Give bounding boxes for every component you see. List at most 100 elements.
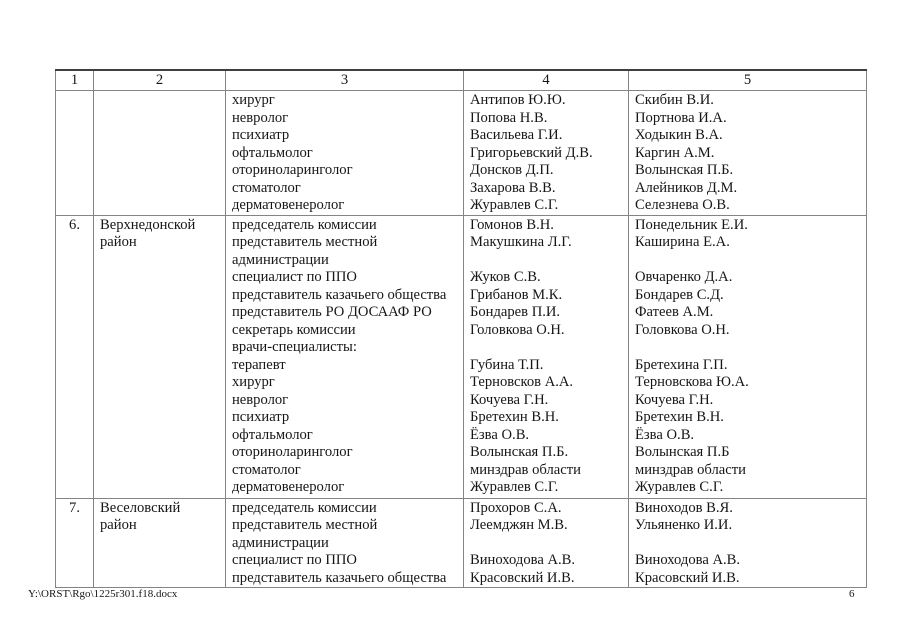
text-line: представитель местной — [232, 234, 378, 250]
text-line: Ёзва О.В. — [470, 426, 530, 443]
text-line: Терновсков А.А. — [470, 374, 574, 390]
text-line: дерматовенеролог — [232, 197, 345, 213]
text-line: Головкова О.Н. — [470, 321, 565, 338]
text-line: Кочуева Г.Н. — [470, 391, 549, 408]
district-cell — [93, 90, 226, 216]
text-line: Красовский И.В. — [635, 569, 740, 586]
reserve-cell: Понедельник Е.И. Каширина Е.А. Овчаренко … — [628, 214, 867, 499]
text-line: Портнова И.А. — [635, 109, 727, 126]
text-line — [635, 339, 860, 357]
text-line: психиатр — [232, 409, 290, 425]
text-line: Бондарев С.Д. — [635, 286, 724, 303]
reserve-cell: Скибин В.И. Портнова И.А. Ходыкин В.А. Карг… — [628, 90, 867, 216]
text-line: стоматолог — [232, 461, 301, 478]
text-line: представитель РО ДОСААФ РО — [232, 304, 432, 320]
text-line: Григорьевский Д.В. — [470, 144, 593, 161]
text-line: Журавлев С.Г. — [635, 479, 724, 495]
text-line: Антипов Ю.Ю. — [470, 92, 566, 108]
table-row-7: 7. Веселовский район председатель комисси… — [55, 497, 867, 588]
text-line: Жуков С.В. — [470, 269, 541, 285]
text-line: Виноходов В.Я. — [635, 499, 733, 516]
text-line: председатель комиссии — [232, 499, 377, 516]
text-line: Леемджян М.В. — [470, 517, 568, 533]
text-line: Красовский И.В. — [470, 569, 575, 586]
text-line: Ёзва О.В. — [635, 426, 695, 443]
text-line: хирург — [232, 374, 275, 390]
text-line: Журавлев С.Г. — [470, 197, 559, 213]
text-line: Ходыкин В.А. — [635, 127, 723, 143]
text-line: оториноларинголог — [232, 444, 353, 460]
text-line: администрации — [232, 251, 329, 268]
text-line: Гомонов В.Н. — [470, 216, 554, 233]
text-line: невролог — [232, 109, 289, 126]
text-line: Бондарев П.И. — [470, 304, 561, 320]
district-cell: Верхнедонской район — [93, 214, 226, 499]
roles-cell: хирург невролог психиатр офтальмолог оторино… — [225, 90, 464, 216]
text-line: Алейников Д.М. — [635, 179, 738, 196]
text-line: Васильева Г.И. — [470, 127, 563, 143]
text-line: Селезнева О.В. — [635, 197, 730, 213]
text-line: Грибанов М.К. — [470, 286, 563, 303]
text-line: Волынская П.Б. — [470, 444, 569, 460]
text-line: Виноходова А.В. — [470, 552, 576, 568]
text-line: офтальмолог — [232, 144, 313, 161]
text-line: представитель казачьего общества — [232, 286, 447, 303]
row-number-cell: 6. — [55, 214, 94, 499]
text-line: район — [100, 517, 137, 533]
text-line: Волынская П.Б — [635, 444, 730, 460]
text-line: оториноларинголог — [232, 162, 353, 178]
text-line — [470, 339, 622, 357]
text-line: Прохоров С.А. — [470, 499, 562, 516]
text-line — [635, 535, 860, 553]
text-line — [470, 252, 622, 270]
text-line: Кочуева Г.Н. — [635, 391, 714, 408]
text-line: Макушкина Л.Г. — [470, 234, 572, 250]
column-header-1: 1 — [55, 69, 94, 91]
text-line — [470, 535, 622, 553]
members-cell: Антипов Ю.Ю. Попова Н.В. Васильева Г.И. Гри… — [463, 90, 629, 216]
text-line: минздрав области — [470, 461, 581, 478]
text-line: дерматовенеролог — [232, 479, 345, 495]
text-line: психиатр — [232, 127, 290, 143]
text-line: Ульяненко И.И. — [635, 517, 733, 533]
text-line: председатель комиссии — [232, 216, 377, 233]
text-line: Головкова О.Н. — [635, 321, 730, 338]
text-line: специалист по ППО — [232, 269, 357, 285]
text-line: хирург — [232, 92, 275, 108]
text-line: невролог — [232, 391, 289, 408]
text-line: Каргин А.М. — [635, 144, 715, 161]
members-cell: Прохоров С.А. Леемджян М.В. Виноходова А.… — [463, 497, 629, 588]
document-path: Y:\ORST\Rgo\1225r301.f18.docx — [28, 588, 178, 600]
text-line: терапевт — [232, 356, 286, 373]
text-line: Каширина Е.А. — [635, 234, 730, 250]
row-number-cell: 7. — [55, 497, 94, 588]
row-number-cell — [55, 90, 94, 216]
text-line: Виноходова А.В. — [635, 552, 741, 568]
table-row-6: 6. Верхнедонской район председатель комис… — [55, 214, 867, 499]
text-line: Бретехина Г.П. — [635, 356, 728, 373]
members-cell: Гомонов В.Н. Макушкина Л.Г. Жуков С.В. Гри… — [463, 214, 629, 499]
text-line: район — [100, 234, 137, 250]
text-line: представитель казачьего общества — [232, 569, 447, 586]
text-line: Верхнедонской — [100, 216, 196, 233]
text-line: Фатеев А.М. — [635, 304, 714, 320]
page-number: 6 — [849, 588, 855, 600]
column-header-2: 2 — [93, 69, 226, 91]
roles-cell: председатель комиссии представитель местн… — [225, 497, 464, 588]
text-line — [635, 252, 860, 270]
text-line: офтальмолог — [232, 426, 313, 443]
text-line: Журавлев С.Г. — [470, 479, 559, 495]
committee-table: 1 2 3 4 5 хирург невролог психиатр офтальмо… — [55, 69, 867, 588]
text-line: минздрав области — [635, 461, 746, 478]
text-line: секретарь комиссии — [232, 321, 356, 338]
text-line: Волынская П.Б. — [635, 162, 734, 178]
text-line: Попова Н.В. — [470, 109, 548, 126]
text-line: Скибин В.И. — [635, 92, 714, 108]
text-line: администрации — [232, 534, 329, 551]
roles-cell: председатель комиссии представитель местн… — [225, 214, 464, 499]
text-line: Бретехин В.Н. — [470, 409, 559, 425]
text-line: специалист по ППО — [232, 552, 357, 568]
text-line: Бретехин В.Н. — [635, 409, 724, 425]
text-line: стоматолог — [232, 179, 301, 196]
